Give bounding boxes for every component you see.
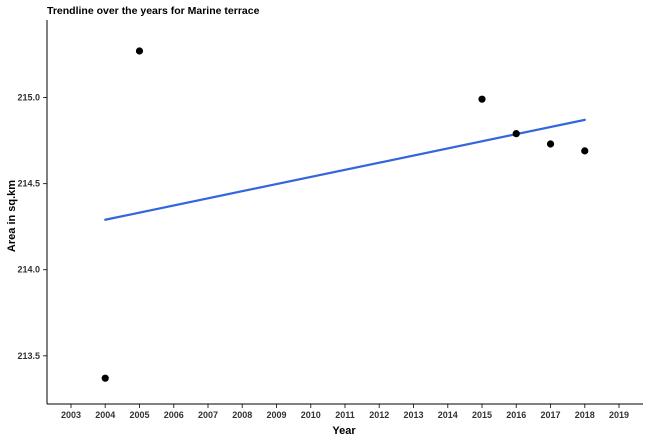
x-tick-label: 2015 bbox=[472, 410, 492, 420]
y-tick-label: 215.0 bbox=[17, 92, 40, 102]
data-point bbox=[101, 374, 109, 382]
x-tick-label: 2012 bbox=[369, 410, 389, 420]
y-tick-label: 214.0 bbox=[17, 265, 40, 275]
trendline bbox=[104, 118, 586, 221]
x-tick-label: 2016 bbox=[506, 410, 526, 420]
data-point bbox=[478, 95, 486, 103]
x-axis-title: Year bbox=[332, 425, 356, 437]
x-tick-label: 2011 bbox=[335, 410, 355, 420]
x-tick-label: 2006 bbox=[164, 410, 184, 420]
trendline-layer bbox=[104, 118, 586, 221]
y-axis-ticks: 213.5 214.0 214.5 215.0 bbox=[17, 92, 47, 361]
data-point bbox=[546, 140, 555, 148]
x-tick-label: 2019 bbox=[609, 410, 629, 420]
data-point bbox=[512, 130, 520, 138]
y-tick-label: 213.5 bbox=[17, 351, 40, 361]
x-tick-label: 2014 bbox=[438, 410, 458, 420]
points-layer bbox=[101, 47, 589, 382]
x-tick-label: 2005 bbox=[129, 410, 149, 420]
x-tick-label: 2004 bbox=[95, 410, 115, 420]
chart-title: Trendline over the years for Marine terr… bbox=[47, 5, 260, 17]
x-tick-label: 2013 bbox=[403, 410, 423, 420]
x-tick-label: 2003 bbox=[61, 410, 81, 420]
x-axis-ticks: 2003 2004 2005 2006 2007 2008 2009 2010 2011 2012… bbox=[61, 404, 629, 420]
data-point bbox=[135, 47, 144, 55]
data-point bbox=[581, 147, 589, 155]
x-tick-label: 2017 bbox=[541, 410, 561, 420]
x-tick-label: 2009 bbox=[266, 410, 286, 420]
x-tick-label: 2018 bbox=[575, 410, 595, 420]
x-tick-label: 2008 bbox=[232, 410, 252, 420]
y-axis-title: Area in sq.km bbox=[6, 180, 18, 252]
x-tick-label: 2010 bbox=[301, 410, 321, 420]
y-tick-label: 214.5 bbox=[17, 179, 40, 189]
x-tick-label: 2007 bbox=[198, 410, 218, 420]
